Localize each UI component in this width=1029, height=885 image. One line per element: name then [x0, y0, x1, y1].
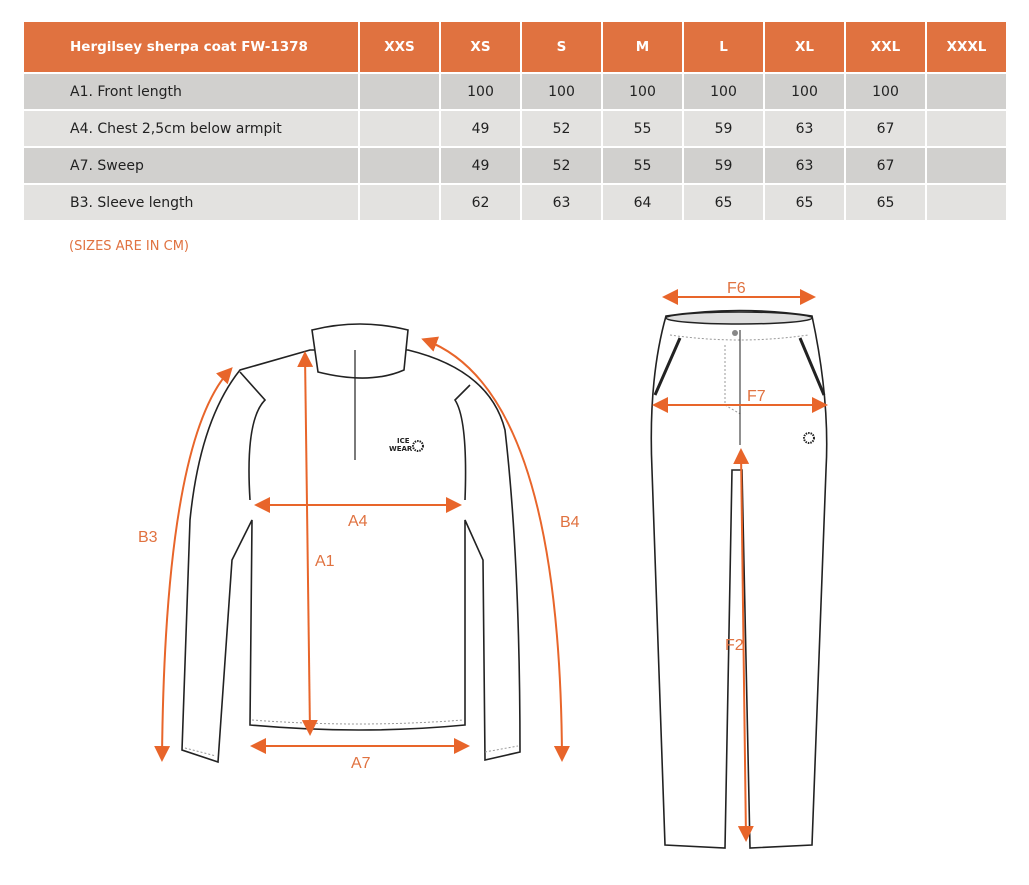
size-header: M — [603, 22, 682, 72]
measurement-value — [927, 148, 1006, 183]
f7-label: F7 — [747, 388, 766, 405]
button-icon — [732, 330, 738, 336]
measurement-label: A7. Sweep — [24, 148, 358, 183]
measurement-value: 100 — [684, 74, 763, 109]
measurement-value: 63 — [765, 148, 844, 183]
b3-label: B3 — [138, 529, 158, 546]
size-header: XXS — [360, 22, 439, 72]
b4-arrow — [421, 336, 570, 762]
f2-arrow — [733, 448, 754, 842]
a7-label: A7 — [351, 755, 371, 772]
a1-label: A1 — [315, 553, 335, 570]
measurement-label: A1. Front length — [24, 74, 358, 109]
table-row: A7. Sweep 49 52 55 59 63 67 — [24, 148, 1006, 183]
measurement-value: 65 — [684, 185, 763, 220]
measurement-value: 100 — [603, 74, 682, 109]
measurement-value — [360, 148, 439, 183]
a1-arrow — [297, 351, 318, 736]
table-row: B3. Sleeve length 62 63 64 65 65 65 — [24, 185, 1006, 220]
size-header: XXL — [846, 22, 925, 72]
measurement-value — [927, 74, 1006, 109]
measurement-value: 100 — [441, 74, 520, 109]
measurement-value: 64 — [603, 185, 682, 220]
size-header: XS — [441, 22, 520, 72]
table-row: A1. Front length 100 100 100 100 100 100 — [24, 74, 1006, 109]
size-header: XXXL — [927, 22, 1006, 72]
jacket-drawing: ICE WEAR — [181, 323, 521, 764]
measurement-value: 65 — [846, 185, 925, 220]
measurement-value — [360, 74, 439, 109]
measurement-value: 100 — [846, 74, 925, 109]
units-note: (SIZES ARE IN CM) — [69, 239, 189, 254]
measurement-value: 59 — [684, 111, 763, 146]
product-title: Hergilsey sherpa coat FW-1378 — [24, 22, 358, 72]
measurement-value: 62 — [441, 185, 520, 220]
snowflake-icon — [803, 432, 815, 444]
measurement-value: 49 — [441, 111, 520, 146]
measurement-value: 67 — [846, 148, 925, 183]
measurement-value: 59 — [684, 148, 763, 183]
size-header: S — [522, 22, 601, 72]
measurement-value: 55 — [603, 148, 682, 183]
measurement-label: A4. Chest 2,5cm below armpit — [24, 111, 358, 146]
a4-label: A4 — [348, 513, 368, 530]
measurement-value: 100 — [765, 74, 844, 109]
size-table: Hergilsey sherpa coat FW-1378 XXS XS S M… — [22, 20, 1008, 222]
table-row: A4. Chest 2,5cm below armpit 49 52 55 59 63 67 — [24, 111, 1006, 146]
measurement-value: 63 — [522, 185, 601, 220]
size-header: L — [684, 22, 763, 72]
measurement-value: 49 — [441, 148, 520, 183]
measurement-value: 55 — [603, 111, 682, 146]
f2-label: F2 — [725, 637, 744, 654]
measurement-value: 65 — [765, 185, 844, 220]
measurement-value — [360, 111, 439, 146]
measurement-value: 52 — [522, 111, 601, 146]
measurement-value: 67 — [846, 111, 925, 146]
header-row: Hergilsey sherpa coat FW-1378 XXS XS S M… — [24, 22, 1006, 72]
pants-drawing — [650, 309, 828, 849]
measurement-value: 52 — [522, 148, 601, 183]
logo-text: WEAR — [389, 445, 413, 453]
measurement-value: 63 — [765, 111, 844, 146]
size-header: XL — [765, 22, 844, 72]
measurement-label: B3. Sleeve length — [24, 185, 358, 220]
measurement-value — [360, 185, 439, 220]
logo-text: ICE — [397, 437, 410, 445]
measurement-value: 100 — [522, 74, 601, 109]
f6-label: F6 — [727, 280, 746, 297]
measurement-value — [927, 185, 1006, 220]
measurement-value — [927, 111, 1006, 146]
b4-label: B4 — [560, 514, 580, 531]
b3-arrow — [154, 367, 233, 762]
